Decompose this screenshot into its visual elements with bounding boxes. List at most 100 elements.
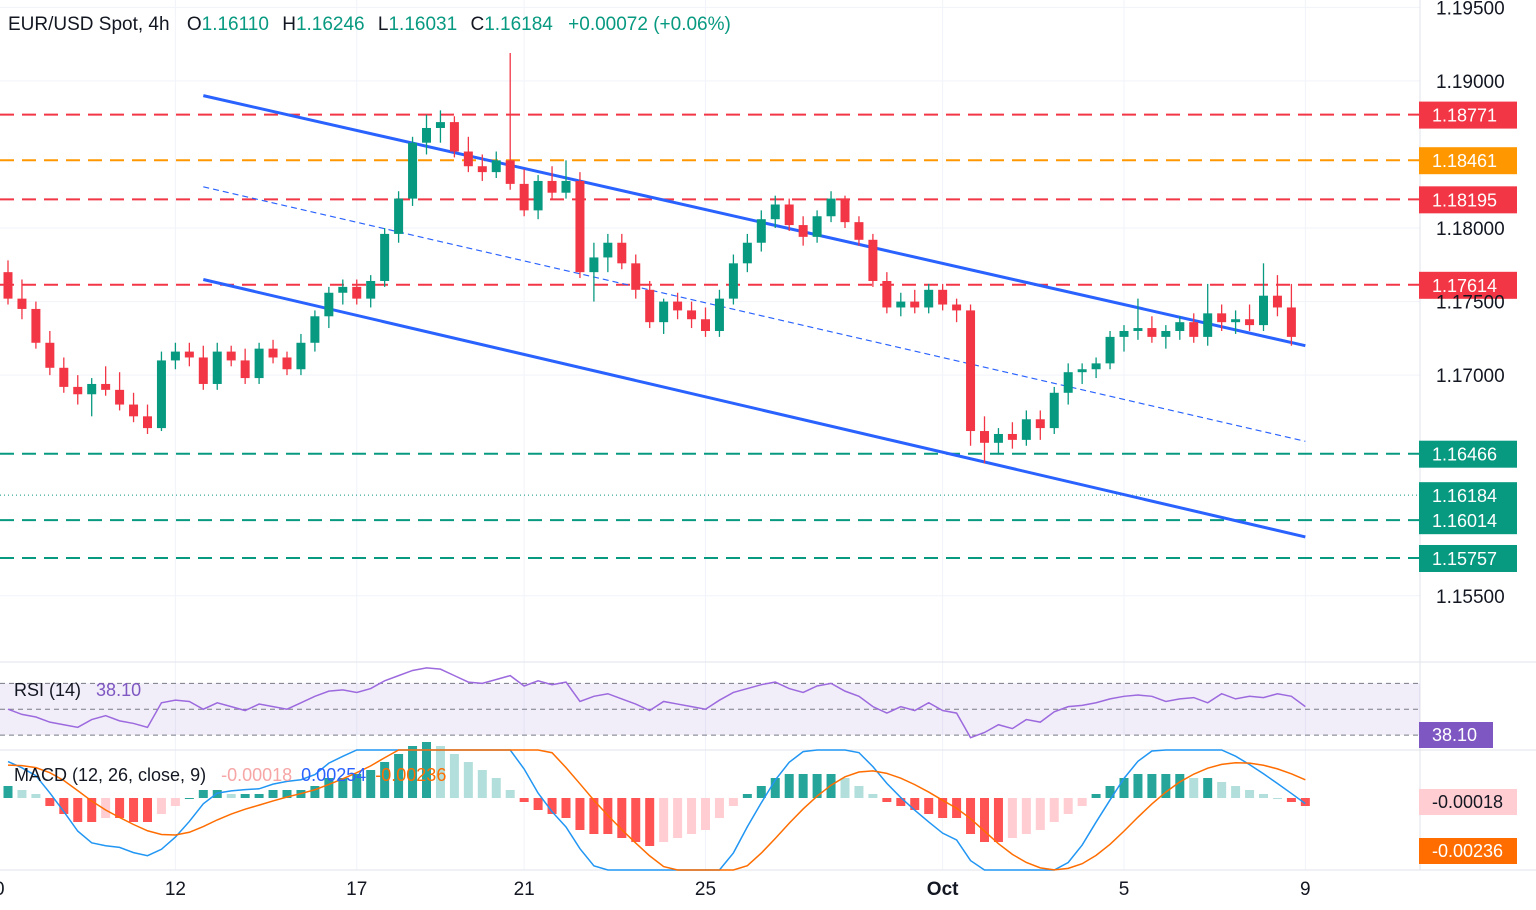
macd-hist-bar: [575, 798, 585, 830]
macd-hist-bar: [170, 798, 180, 806]
price-axis[interactable]: 1.19500 1.19000 1.18000 1.17500 1.17000 1.155…: [1436, 0, 1505, 608]
candle-body: [1133, 328, 1143, 331]
rsi-pane[interactable]: 38.10: [0, 667, 1493, 748]
macd-hist-bar: [1189, 778, 1199, 798]
macd-hist-bar: [631, 798, 641, 842]
macd-hist-bar: [59, 798, 69, 814]
macd-hist-bar: [101, 798, 111, 818]
candle-body: [170, 351, 180, 361]
candle-body: [296, 342, 306, 370]
candle-body: [1231, 319, 1241, 323]
candle-body: [770, 204, 780, 220]
candle-body: [226, 351, 236, 361]
macd-hist-bar: [31, 794, 41, 798]
candle-body: [73, 386, 83, 395]
macd-hist-bar: [156, 798, 166, 814]
candle-body: [1272, 295, 1282, 308]
macd-hist-bar: [352, 774, 362, 798]
macd-hist-bar: [1105, 786, 1115, 798]
macd-hist-bar: [868, 794, 878, 798]
price-tick-label: 1.19500: [1436, 0, 1505, 19]
candle-body: [240, 360, 250, 379]
candle-body: [156, 360, 166, 429]
candle-body: [659, 301, 669, 323]
candle-body: [282, 357, 292, 370]
macd-hist-bar: [589, 798, 599, 834]
macd-hist-bar: [449, 754, 459, 798]
level-tag: [1419, 147, 1517, 175]
candle-body: [519, 183, 529, 211]
rsi-line: [7, 667, 1306, 739]
macd-hist-bar: [1063, 798, 1073, 814]
macd-hist-bar: [770, 778, 780, 798]
rsi-legend: RSI (14) 38.10: [14, 680, 141, 701]
candle-body: [268, 348, 278, 358]
level-tag-label: 1.18461: [1432, 151, 1497, 171]
macd-hist-bar: [882, 798, 892, 802]
candle-body: [184, 351, 194, 358]
macd-hist-bar: [966, 798, 976, 834]
macd-hist-bar: [226, 794, 236, 798]
candle-body: [561, 180, 571, 193]
price-tick-label: 1.17000: [1436, 366, 1505, 387]
signal-line: [7, 749, 1306, 871]
candle-body: [1175, 322, 1185, 331]
time-axis[interactable]: 10 12 17 21 25 Oct 5 9: [0, 879, 1311, 900]
time-tick-label: 17: [346, 879, 367, 900]
candle-body: [422, 127, 431, 143]
channel-upper-line: [202, 94, 1306, 348]
candle-body: [477, 166, 487, 173]
rsi-label[interactable]: RSI (14): [14, 680, 82, 700]
channel-mid-line: [203, 186, 1306, 442]
candle-body: [980, 431, 989, 443]
macd-hist-bar: [1217, 782, 1227, 798]
macd-hist-bar: [240, 794, 250, 798]
macd-label[interactable]: MACD (12, 26, close, 9): [14, 765, 207, 785]
level-tag-label: 1.16466: [1432, 445, 1497, 465]
candle-body: [673, 301, 683, 311]
candle-body: [394, 198, 404, 234]
macd-line: [7, 749, 1306, 871]
last-price-label: 1.16184: [1432, 486, 1497, 506]
candle-body: [1119, 331, 1129, 337]
macd-hist-bar: [896, 798, 906, 806]
macd-hist-bar: [1231, 786, 1241, 798]
macd-hist-bar: [924, 798, 934, 814]
level-tag: [1419, 271, 1517, 299]
candle-body: [826, 198, 836, 217]
candle-body: [1035, 419, 1045, 429]
macd-hist-bar: [617, 798, 627, 838]
symbol-title[interactable]: EUR/USD Spot, 4h: [8, 14, 170, 35]
macd-hist-value: -0.00018: [221, 765, 293, 785]
low-label: L: [377, 14, 389, 35]
candle-body: [463, 151, 473, 167]
macd-hist-bar: [1286, 798, 1296, 802]
macd-hist-bar: [910, 798, 920, 810]
candle-body: [59, 367, 69, 387]
close-value: 1.16184: [484, 14, 553, 35]
level-tag: [1419, 101, 1517, 129]
descending-channel[interactable]: [202, 94, 1306, 539]
candle-body: [1021, 419, 1031, 440]
macd-hist-bar: [980, 798, 989, 842]
candle-body: [938, 289, 948, 305]
low-value: 1.16031: [388, 14, 458, 35]
macd-hist-bar: [728, 798, 738, 806]
macd-pane[interactable]: -0.00018 -0.00236: [3, 742, 1518, 871]
candle-body: [3, 272, 13, 299]
macd-hist-bar: [184, 798, 194, 799]
horizontal-levels[interactable]: 1.18771 1.18461 1.18195 1.17614 1.16466 1.160…: [0, 101, 1517, 572]
macd-hist-bar: [701, 798, 710, 830]
time-tick-label: 25: [695, 879, 716, 900]
level-tag-label: 1.18195: [1432, 190, 1497, 210]
macd-hist-bar: [742, 794, 752, 798]
macd-hist-bar: [798, 774, 808, 798]
candle-body: [87, 383, 97, 395]
candle-body: [449, 122, 459, 152]
close-label: C: [470, 14, 485, 35]
macd-hist-bar: [310, 786, 320, 798]
candle-body: [435, 122, 445, 128]
candle-body: [1077, 369, 1087, 373]
time-tick-label: 12: [165, 879, 186, 900]
